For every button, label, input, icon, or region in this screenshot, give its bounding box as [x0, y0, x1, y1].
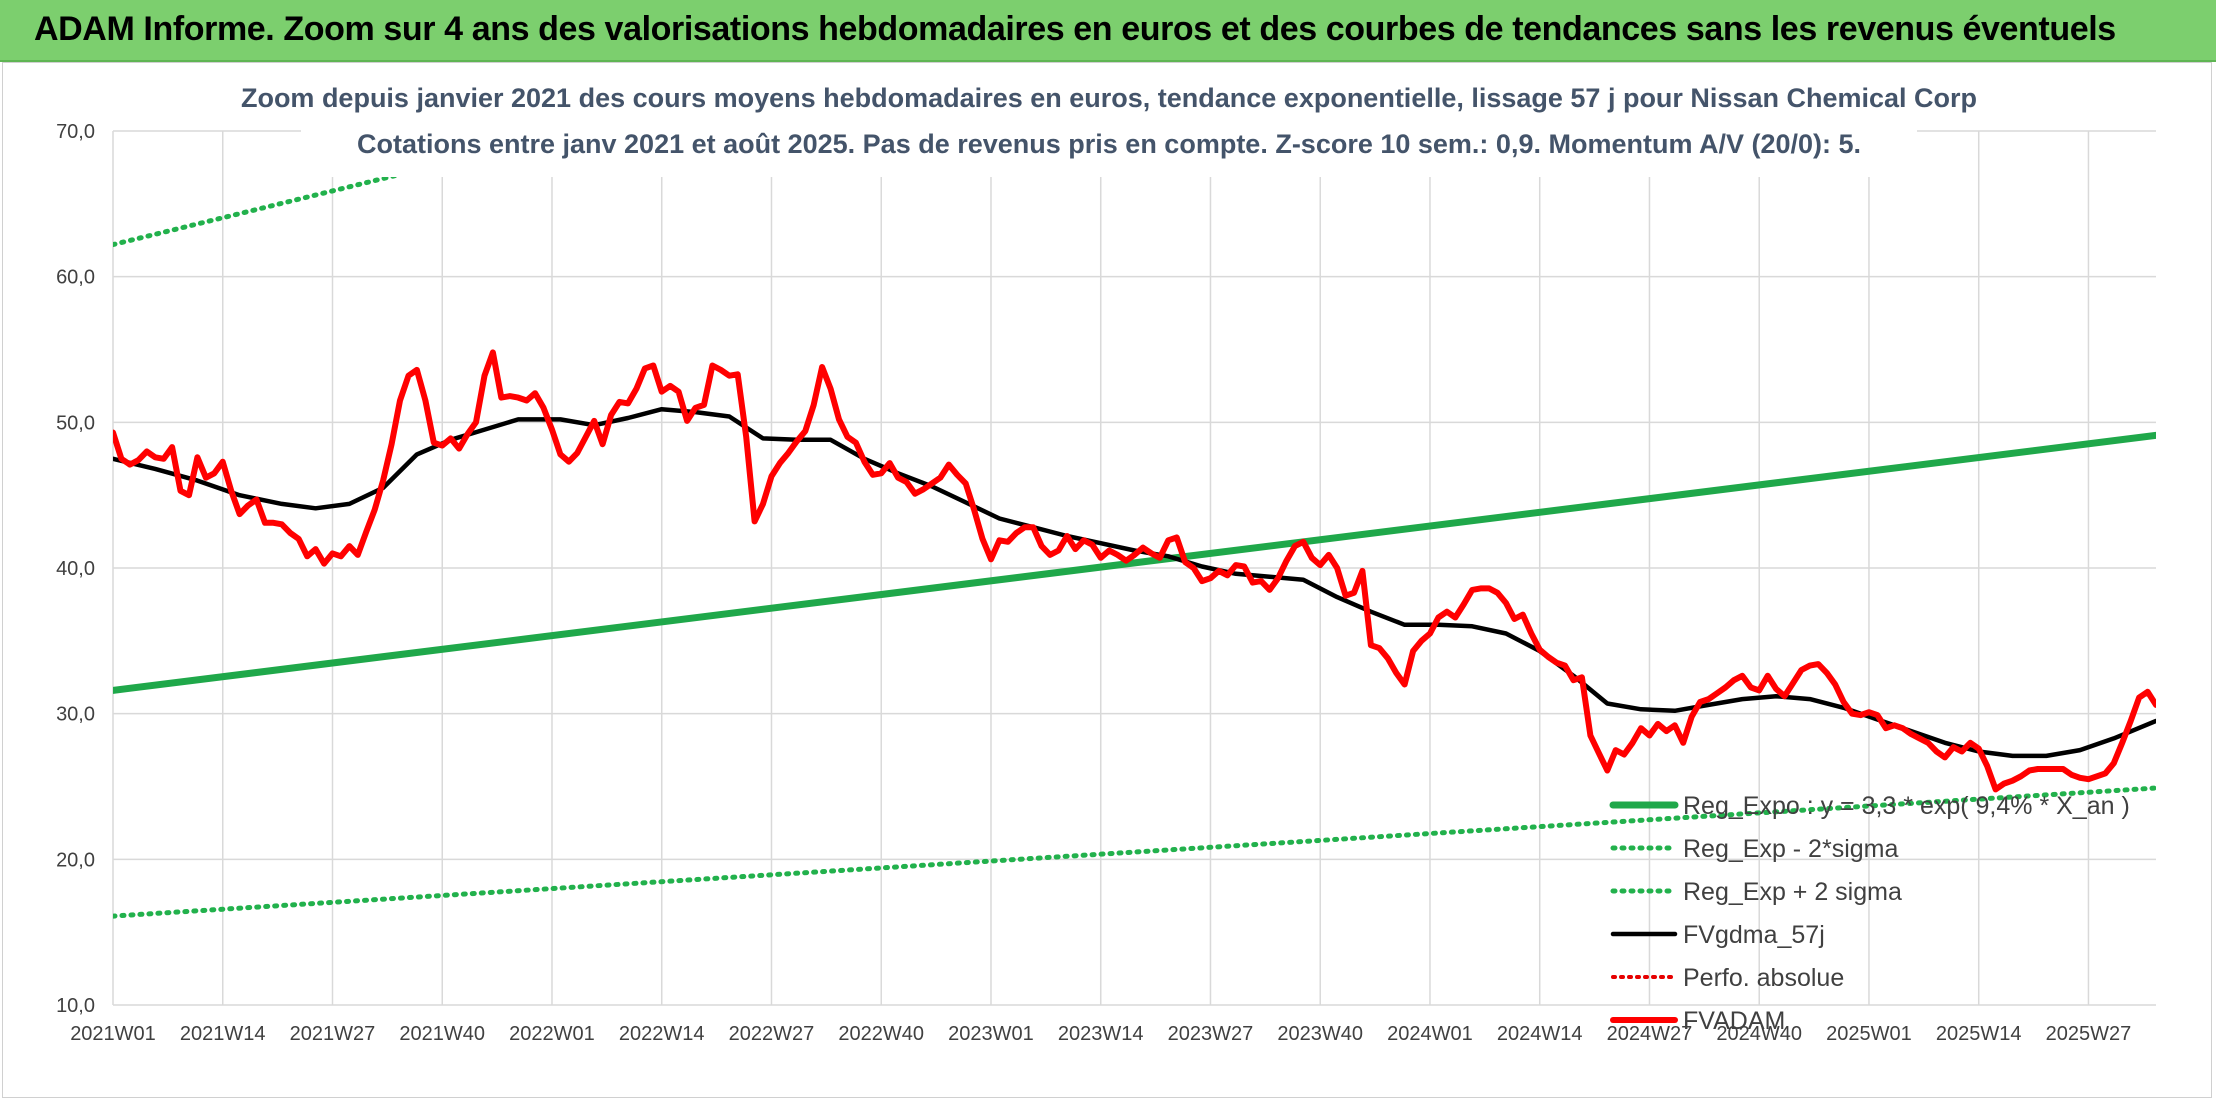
x-tick-label: 2021W27	[290, 1023, 376, 1045]
legend-label: Reg_Expo : y = 3,3 * exp( 9,4% * X_an )	[1683, 792, 2130, 820]
x-tick-label: 2025W27	[2046, 1023, 2132, 1045]
series-line-reg-exp	[113, 785, 2156, 919]
x-tick-label: 2022W27	[729, 1023, 815, 1045]
chart-legend: Reg_Expo : y = 3,3 * exp( 9,4% * X_an ) R…	[1609, 792, 2130, 1035]
x-tick-label: 2022W01	[509, 1023, 595, 1045]
chart-titles: Zoom depuis janvier 2021 des cours moyen…	[241, 65, 1977, 177]
x-tick-label: 2024W40	[1716, 1023, 1802, 1045]
x-tick-label: 2025W14	[1936, 1023, 2022, 1045]
y-tick-label: 10,0	[56, 995, 95, 1017]
legend-label: Reg_Exp + 2 sigma	[1683, 878, 1902, 906]
legend-label: FVgdma_57j	[1683, 921, 1825, 949]
y-tick-label: 70,0	[56, 121, 95, 143]
x-tick-label: 2021W40	[399, 1023, 485, 1045]
report-title: ADAM Informe. Zoom sur 4 ans des valoris…	[34, 10, 2116, 48]
x-tick-label: 2023W40	[1277, 1023, 1363, 1045]
x-tick-label: 2024W14	[1497, 1023, 1583, 1045]
legend-label: Perfo. absolue	[1683, 964, 1844, 992]
x-tick-label: 2022W40	[838, 1023, 924, 1045]
x-tick-label: 2025W01	[1826, 1023, 1912, 1045]
legend-label: FVADAM	[1683, 1007, 1785, 1035]
series-line-fvgdma-57j	[113, 406, 2156, 759]
chart-svg: 10,020,030,040,050,060,070,0 2021W01 2021…	[56, 65, 2156, 1045]
title-background	[301, 65, 1917, 177]
series-line-fvadam	[113, 349, 2156, 793]
x-axis-ticks: 2021W01 2021W14 2021W27 2021W40 2022W01 2022W…	[70, 1023, 2131, 1045]
legend-label: Reg_Exp - 2*sigma	[1683, 835, 1898, 863]
y-tick-label: 60,0	[56, 267, 95, 289]
x-tick-label: 2023W27	[1168, 1023, 1254, 1045]
x-tick-label: 2023W01	[948, 1023, 1034, 1045]
y-tick-label: 20,0	[56, 849, 95, 871]
x-tick-label: 2024W27	[1607, 1023, 1693, 1045]
y-tick-label: 30,0	[56, 704, 95, 726]
x-tick-label: 2023W14	[1058, 1023, 1144, 1045]
chart-subtitle: Cotations entre janv 2021 et août 2025. …	[357, 129, 1861, 159]
x-tick-label: 2022W14	[619, 1023, 705, 1045]
series-layer	[113, 129, 2156, 919]
report-banner: ADAM Informe. Zoom sur 4 ans des valoris…	[0, 0, 2216, 62]
series-line-reg-expo	[113, 431, 2156, 694]
x-tick-label: 2021W01	[70, 1023, 156, 1045]
chart-frame: 10,0 20,0 30,0 40,0 50,0 60,0 70,0 2021W01 2021…	[2, 62, 2212, 1098]
x-tick-label: 2024W01	[1387, 1023, 1473, 1045]
y-tick-label: 40,0	[56, 558, 95, 580]
gridlines	[112, 130, 2156, 1006]
x-tick-label: 2021W14	[180, 1023, 266, 1045]
y-axis-ticks: 10,0 20,0 30,0 40,0 50,0 60,0 70,0	[56, 121, 95, 1017]
y-tick-label: 50,0	[56, 412, 95, 434]
chart-title: Zoom depuis janvier 2021 des cours moyen…	[241, 83, 1977, 113]
